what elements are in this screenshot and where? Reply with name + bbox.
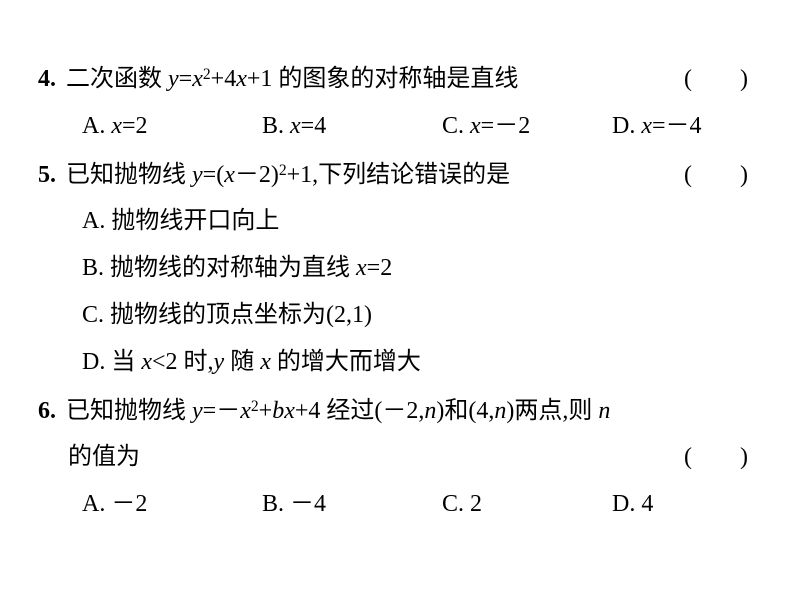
option-b: B. x=4 bbox=[262, 103, 442, 150]
question-text: 二次函数 y=x2+4x+1 的图象的对称轴是直线 bbox=[66, 56, 748, 103]
option-c: C. x=－2 bbox=[442, 103, 612, 150]
answer-paren: ( ) bbox=[684, 434, 748, 481]
option-a: A. x=2 bbox=[82, 103, 262, 150]
question-6: 6. 已知抛物线 y=－x2+bx+4 经过(－2,n)和(4,n)两点,则 n… bbox=[38, 388, 748, 528]
question-text: 已知抛物线 y=(x－2)2+1,下列结论错误的是 bbox=[66, 152, 748, 199]
option-d: D. 当 x<2 时,y 随 x 的增大而增大 bbox=[82, 339, 748, 386]
continuation-text: 的值为 bbox=[68, 444, 140, 470]
answer-paren: ( ) bbox=[684, 56, 748, 103]
question-number: 4. bbox=[38, 56, 66, 103]
question-5-options: A. 抛物线开口向上 B. 抛物线的对称轴为直线 x=2 C. 抛物线的顶点坐标… bbox=[38, 198, 748, 385]
answer-paren: ( ) bbox=[684, 152, 748, 199]
question-5: 5. 已知抛物线 y=(x－2)2+1,下列结论错误的是 ( ) A. 抛物线开… bbox=[38, 152, 748, 386]
option-c: C. 抛物线的顶点坐标为(2,1) bbox=[82, 292, 748, 339]
question-6-options: A. －2 B. －4 C. 2 D. 4 bbox=[38, 481, 748, 528]
document-page: 4. 二次函数 y=x2+4x+1 的图象的对称轴是直线 ( ) A. x=2 … bbox=[0, 0, 794, 528]
option-a: A. 抛物线开口向上 bbox=[82, 198, 748, 245]
question-6-continuation: 的值为 ( ) bbox=[38, 434, 748, 481]
option-a: A. －2 bbox=[82, 481, 262, 528]
question-number: 5. bbox=[38, 152, 66, 199]
option-d: D. x=－4 bbox=[612, 103, 702, 150]
question-4-stem: 4. 二次函数 y=x2+4x+1 的图象的对称轴是直线 ( ) bbox=[38, 56, 748, 103]
question-text: 已知抛物线 y=－x2+bx+4 经过(－2,n)和(4,n)两点,则 n bbox=[66, 388, 748, 435]
option-b: B. －4 bbox=[262, 481, 442, 528]
question-number: 6. bbox=[38, 388, 66, 435]
question-4-options: A. x=2 B. x=4 C. x=－2 D. x=－4 bbox=[38, 103, 748, 150]
option-c: C. 2 bbox=[442, 481, 612, 528]
option-b: B. 抛物线的对称轴为直线 x=2 bbox=[82, 245, 748, 292]
option-d: D. 4 bbox=[612, 481, 653, 528]
question-6-stem: 6. 已知抛物线 y=－x2+bx+4 经过(－2,n)和(4,n)两点,则 n bbox=[38, 388, 748, 435]
question-4: 4. 二次函数 y=x2+4x+1 的图象的对称轴是直线 ( ) A. x=2 … bbox=[38, 56, 748, 150]
question-5-stem: 5. 已知抛物线 y=(x－2)2+1,下列结论错误的是 ( ) bbox=[38, 152, 748, 199]
